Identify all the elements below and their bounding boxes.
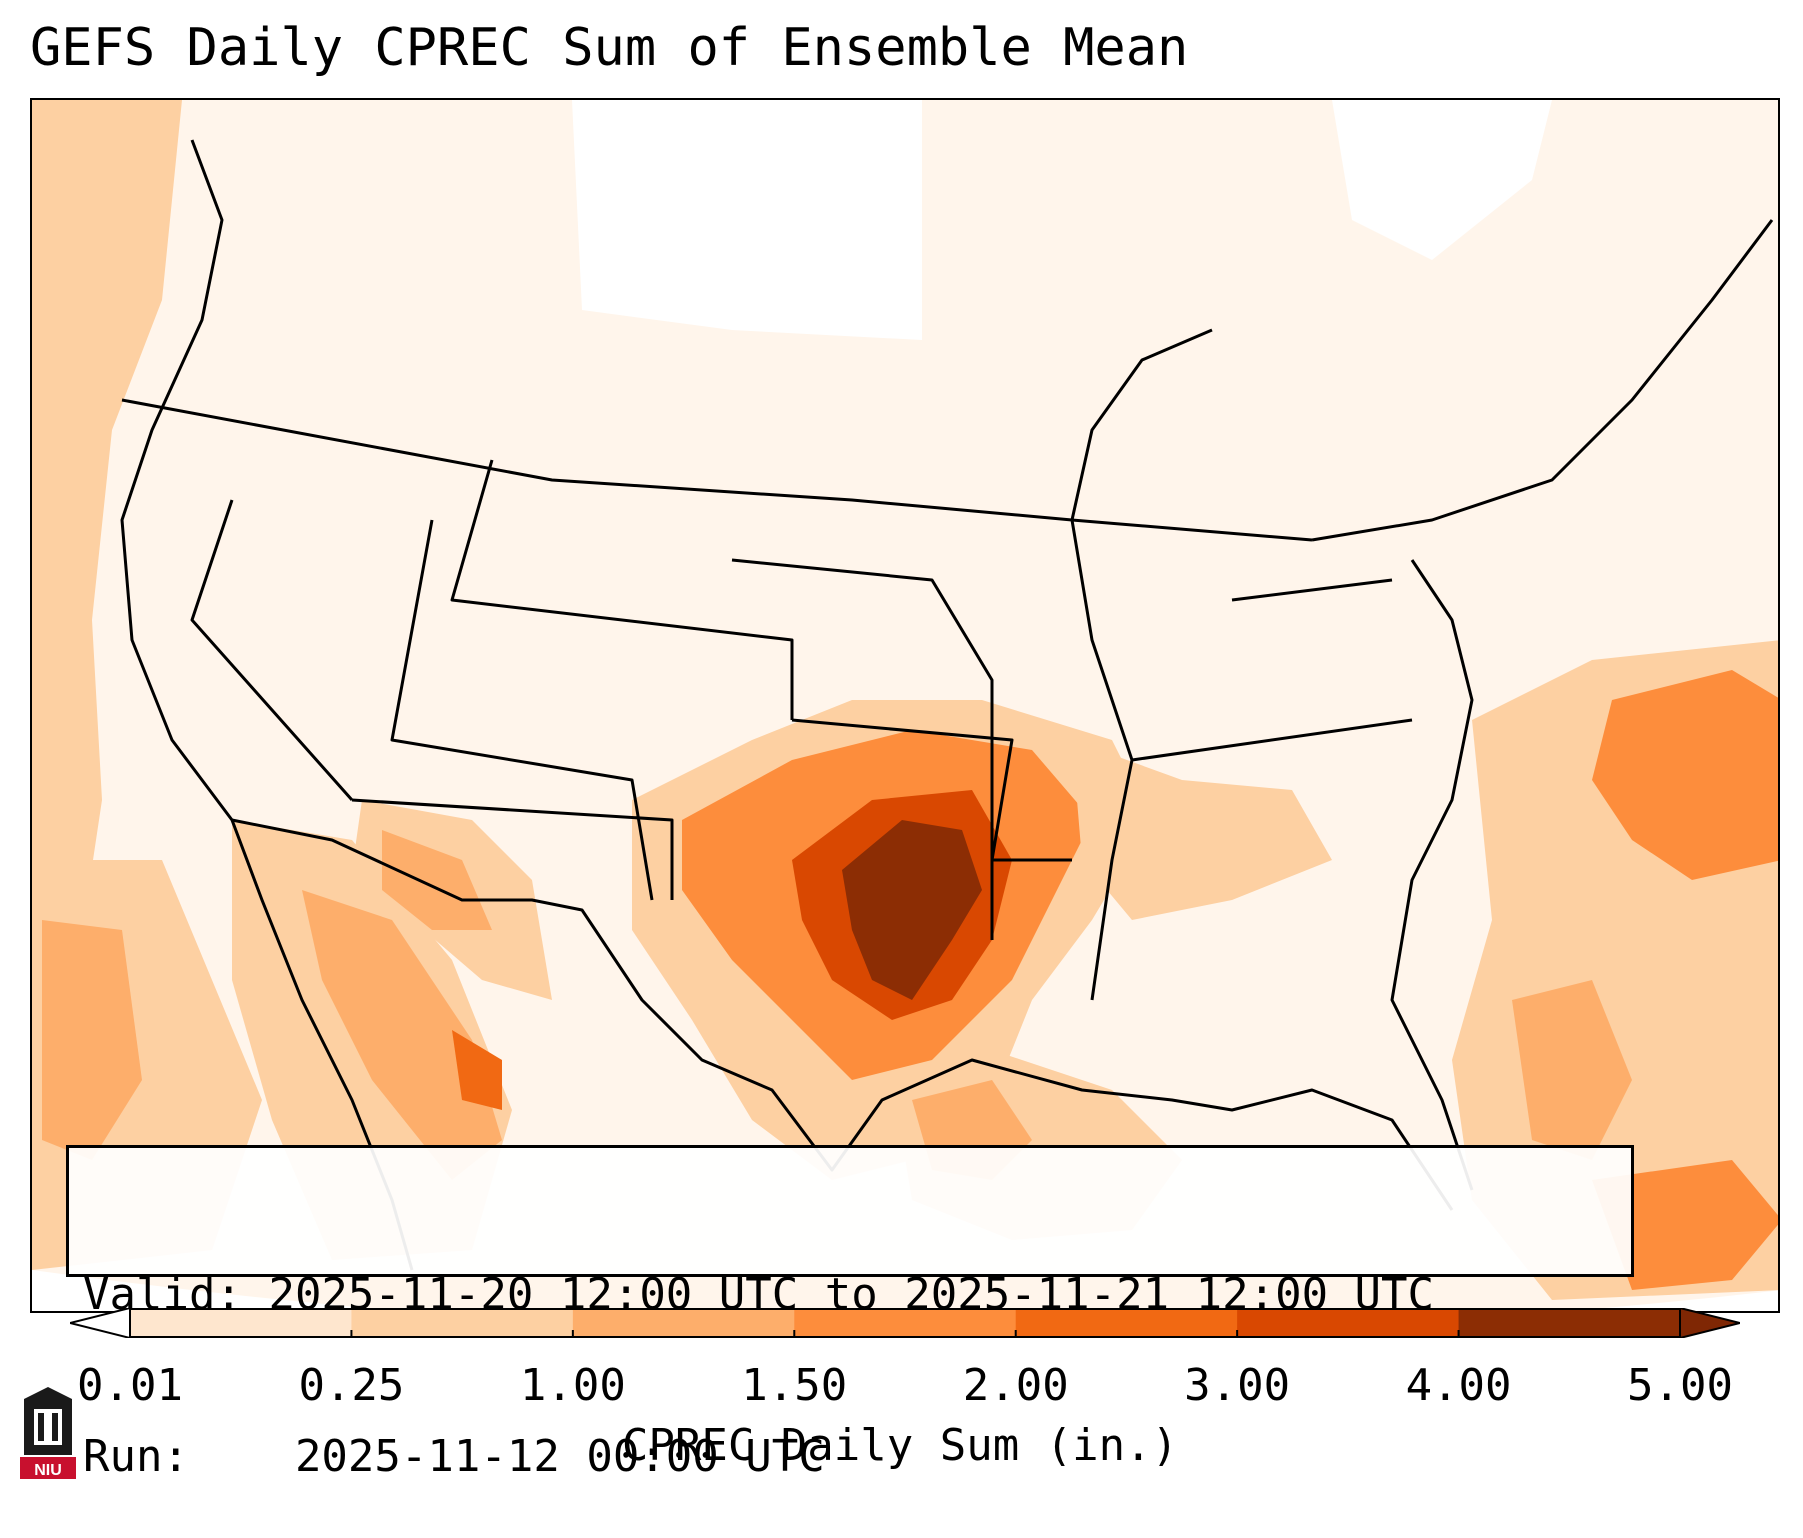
- logo-bar-right: [52, 1413, 58, 1441]
- colorbar-segment: [572, 1308, 795, 1338]
- run-label: Run:: [83, 1431, 189, 1482]
- colorbar-tick-label: 1.50: [741, 1360, 848, 1411]
- precip-caribbean: [1592, 1160, 1778, 1290]
- state-line-nm: [351, 798, 674, 900]
- map-panel: [30, 98, 1780, 1313]
- precip-field: [32, 100, 1778, 1311]
- precip-sierra-madre-core: [452, 1030, 502, 1110]
- colorbar-segment: [351, 1308, 574, 1338]
- colorbar-tick-label: 0.25: [298, 1360, 405, 1411]
- state-line-ok-ar: [791, 718, 1072, 862]
- colorbar-segment: [130, 1308, 352, 1338]
- colorbar-segment: [1015, 1308, 1238, 1338]
- precip-atlantic-mid: [1512, 980, 1632, 1160]
- precip-none-quebec: [1332, 100, 1552, 260]
- colorbar-tick-label: 3.00: [1184, 1360, 1291, 1411]
- niu-logo: NIU: [20, 1387, 76, 1479]
- precip-tennessee: [1072, 740, 1332, 920]
- state-line-tn: [1131, 718, 1413, 762]
- colorbar-tick-label: 5.00: [1627, 1360, 1733, 1411]
- coastline-east: [1390, 559, 1474, 1191]
- precip-atlantic-heavy: [1592, 670, 1778, 880]
- colorbar-tick-label: 2.00: [962, 1360, 1069, 1411]
- colorbar-segment: [794, 1308, 1017, 1338]
- coastline-northeast: [1311, 219, 1774, 542]
- colorbar-over-triangle: [1679, 1308, 1740, 1338]
- coastline-west: [120, 139, 414, 1271]
- colorbar-frame: [129, 1308, 1681, 1338]
- state-line-ks-ok: [731, 558, 994, 940]
- colorbar-tick-label: 4.00: [1405, 1360, 1512, 1411]
- border-us-canada: [121, 398, 1313, 542]
- valid-run-box: Valid: 2025-11-20 12:00 UTC to 2025-11-2…: [66, 1145, 1634, 1482]
- precip-arizona-heavy: [382, 830, 492, 930]
- precip-pacific-sw-heavy: [42, 920, 142, 1160]
- colorbar-segment: [1237, 1308, 1460, 1338]
- precip-map: [32, 100, 1778, 1311]
- colorbar-tick-label: 1.00: [519, 1360, 626, 1411]
- precip-mexico-west-heavy: [302, 890, 502, 1180]
- precip-pacific-west: [32, 100, 182, 1050]
- coastline-great-lakes: [1070, 328, 1213, 521]
- state-line-utah-az: [390, 519, 654, 901]
- logo-text: NIU: [34, 1462, 62, 1479]
- map-title: GEFS Daily CPREC Sum of Ensemble Mean: [30, 18, 1189, 78]
- colorbar-label: CPREC Daily Sum (in.): [621, 1420, 1179, 1471]
- colorbar: [70, 1308, 1740, 1338]
- run-value: 2025-11-12 00:00 UTC: [294, 1431, 825, 1482]
- state-line-nevada: [190, 499, 354, 801]
- logo-bar-left: [38, 1413, 44, 1441]
- run-row: Run: 2025-11-12 00:00 UTC: [83, 1430, 1617, 1484]
- state-line-wy-co: [450, 459, 794, 720]
- colorbar-segment: [1458, 1308, 1681, 1338]
- precip-none-north: [572, 100, 922, 340]
- colorbar-tick-label: 0.01: [77, 1360, 183, 1411]
- precip-plains-extreme: [842, 820, 982, 1000]
- colorbar-under-triangle: [70, 1308, 131, 1338]
- state-line-pa: [1231, 578, 1393, 602]
- logo-banner: [20, 1457, 76, 1479]
